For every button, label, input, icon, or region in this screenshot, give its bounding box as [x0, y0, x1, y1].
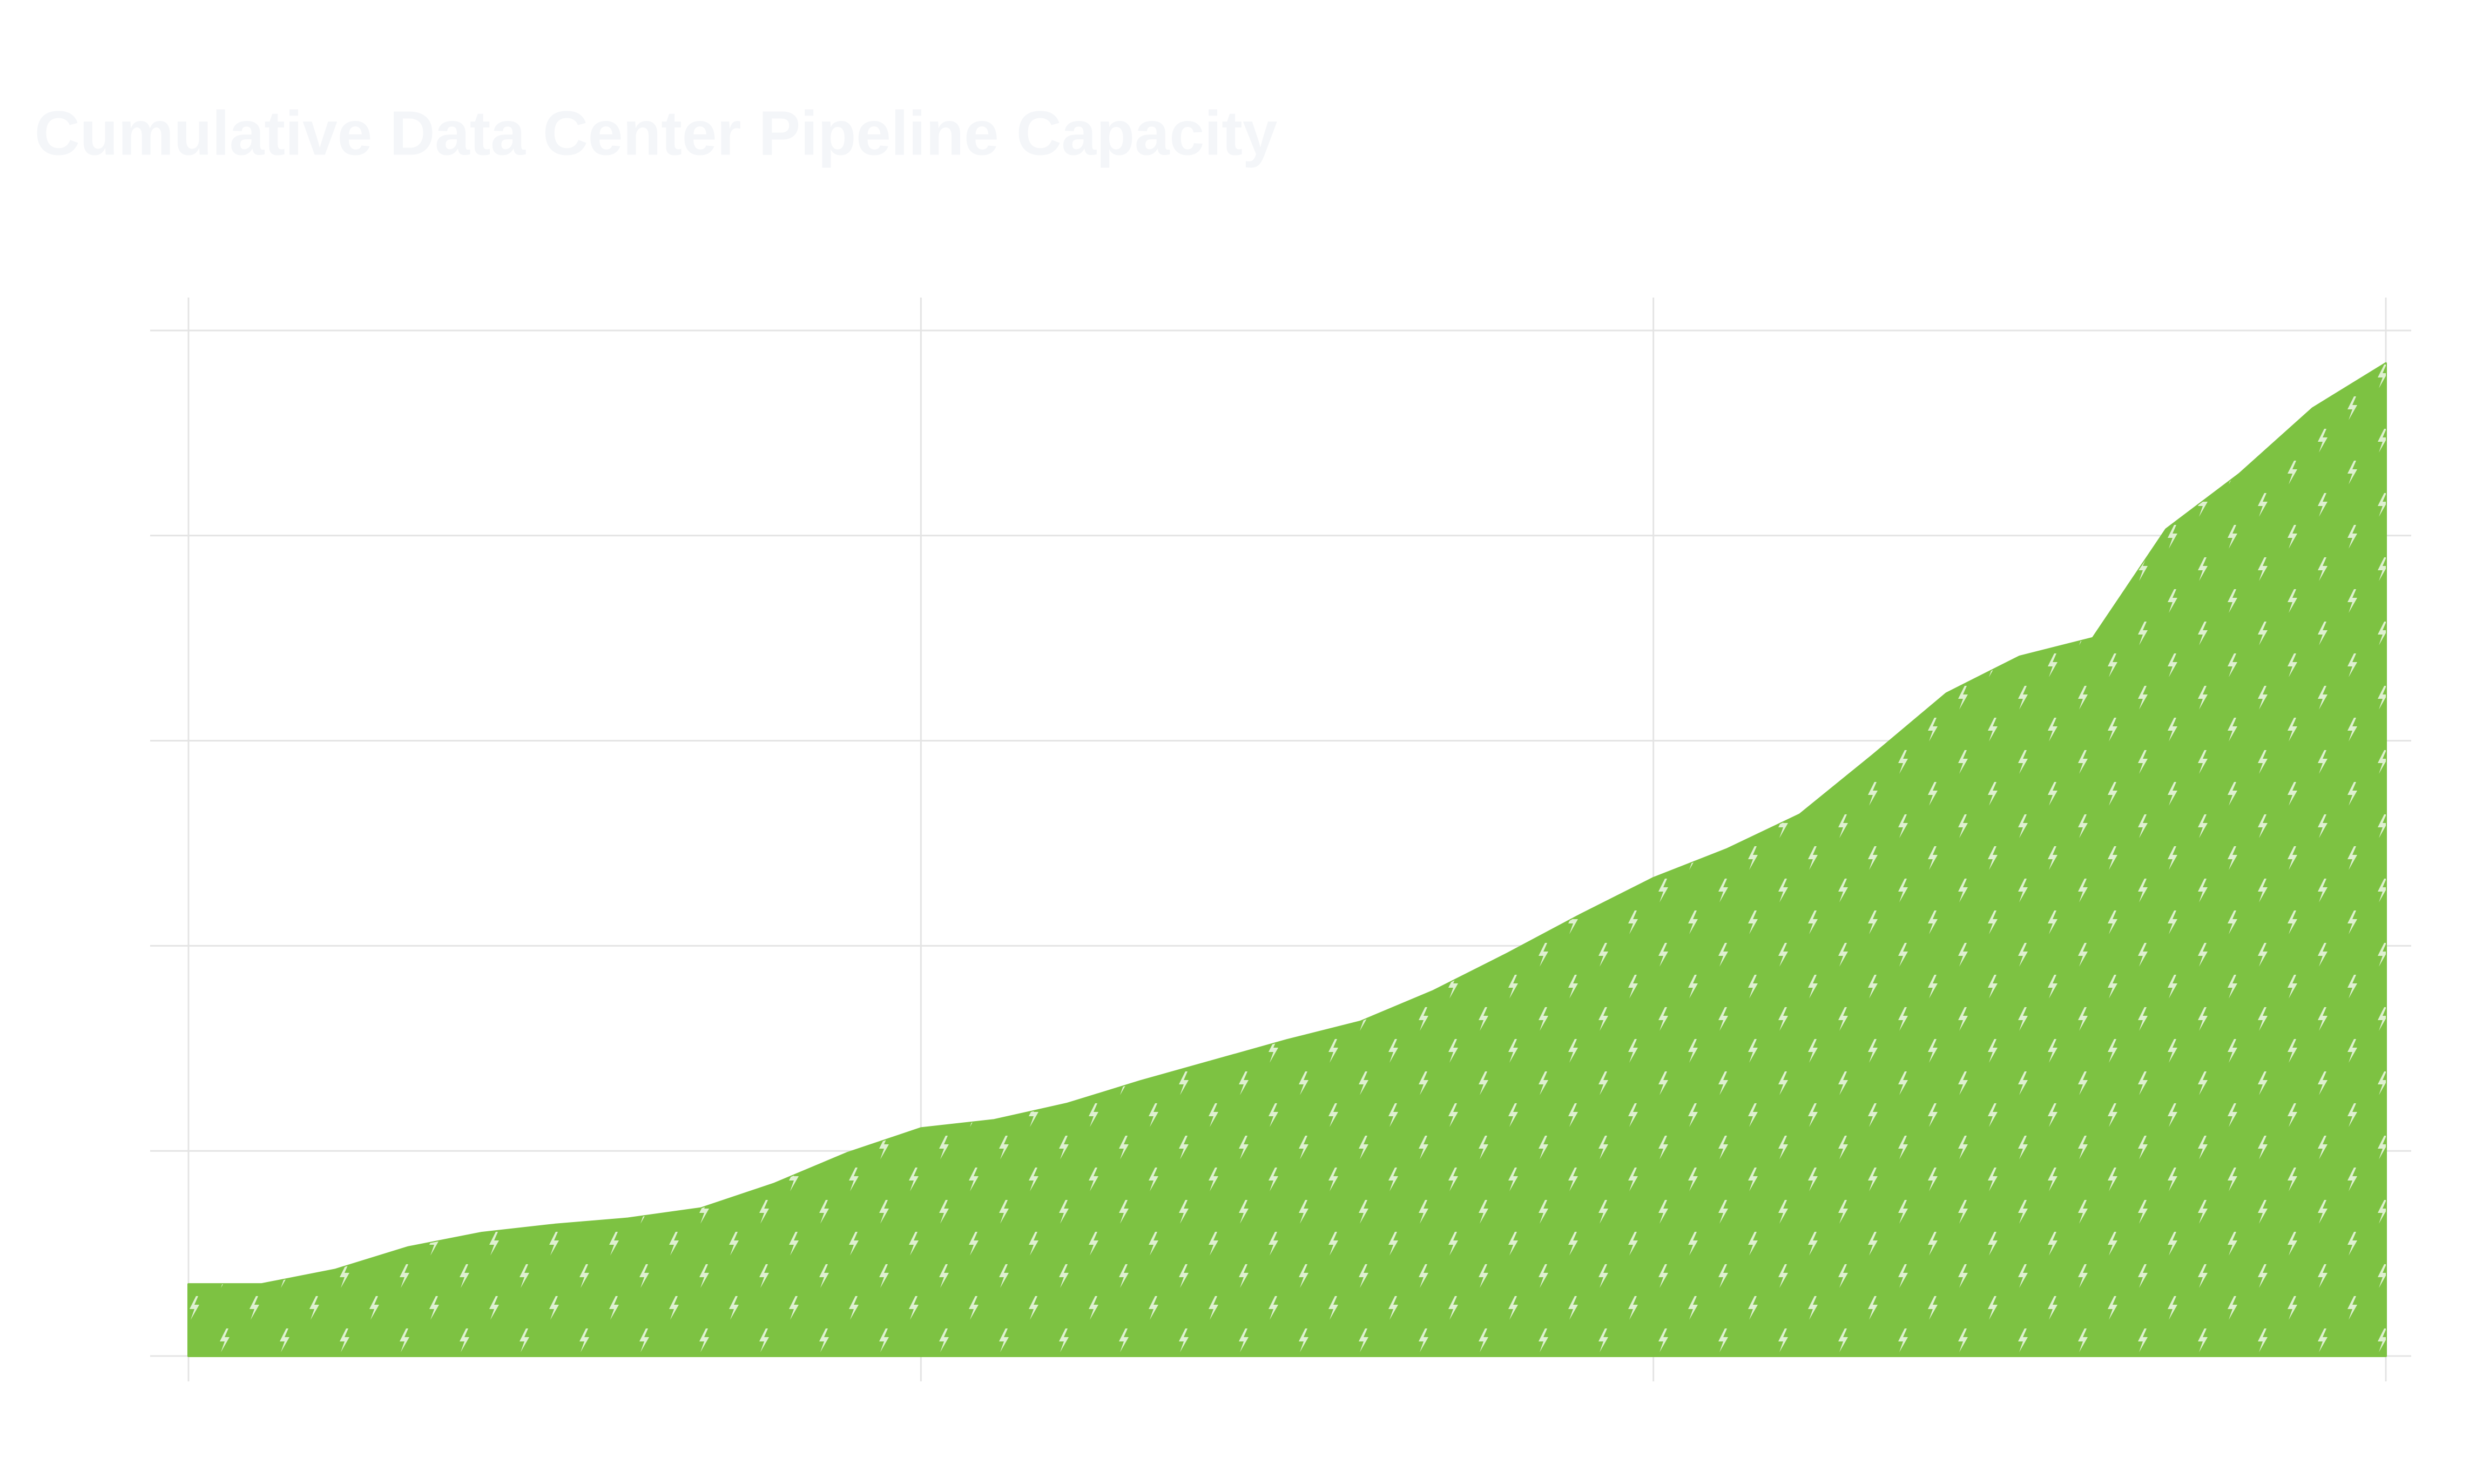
chart-title: Cumulative Data Center Pipeline Capacity	[35, 98, 1277, 168]
area-pattern	[188, 363, 2386, 1356]
